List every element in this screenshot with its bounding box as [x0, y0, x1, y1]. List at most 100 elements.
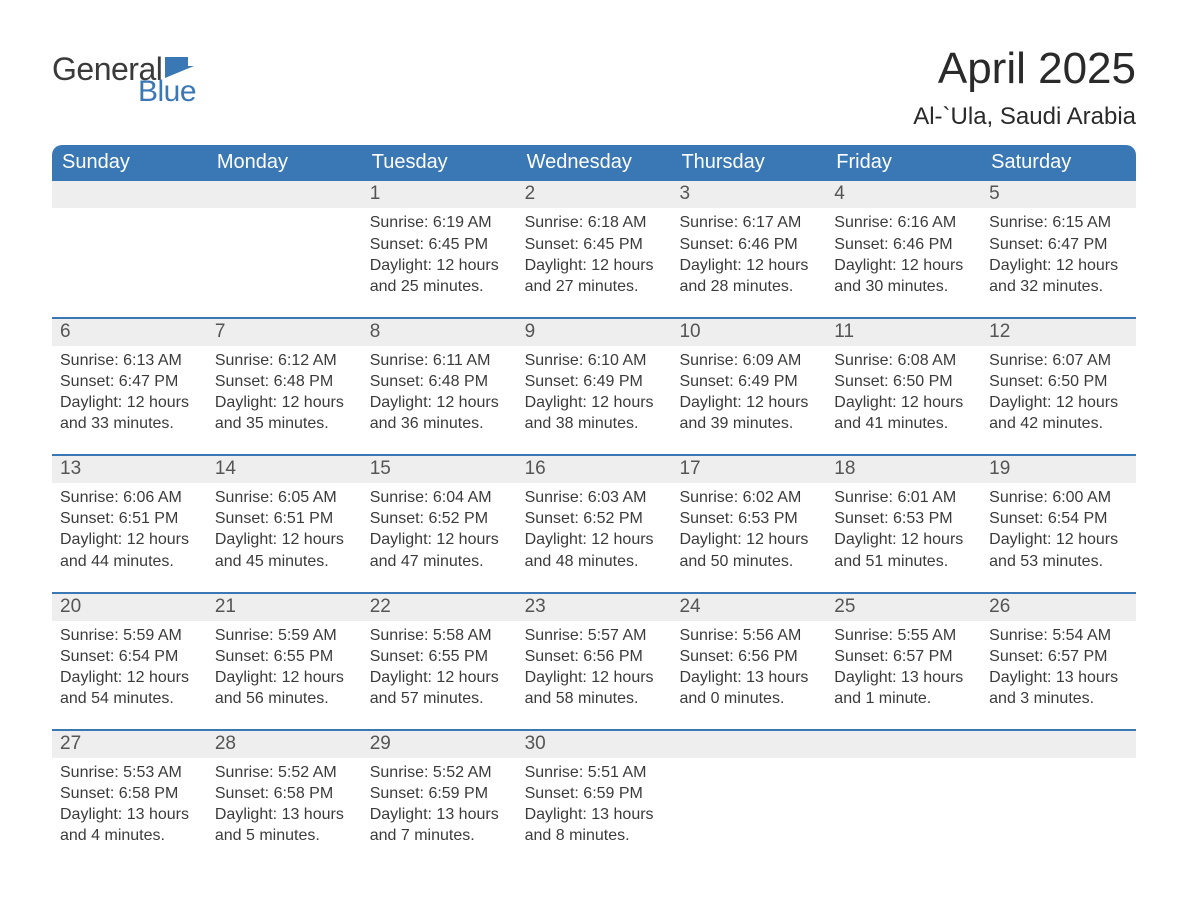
day-header: Thursday	[671, 145, 826, 181]
sunset-label: Sunset:	[215, 648, 269, 665]
sunset-value: 6:57 PM	[893, 648, 953, 665]
day-cell: 9Sunrise: 6:10 AMSunset: 6:49 PMDaylight…	[517, 319, 672, 454]
day-number: 12	[981, 319, 1136, 346]
day-cell: 19Sunrise: 6:00 AMSunset: 6:54 PMDayligh…	[981, 456, 1136, 591]
day-number	[981, 731, 1136, 758]
daylight-line: Daylight: 13 hours and 5 minutes.	[215, 804, 354, 846]
daylight-line: Daylight: 12 hours and 28 minutes.	[679, 255, 818, 297]
sunrise-line: Sunrise: 6:08 AM	[834, 350, 973, 371]
sunrise-label: Sunrise:	[370, 489, 429, 506]
sunrise-value: 5:57 AM	[588, 627, 647, 644]
sunset-label: Sunset:	[989, 373, 1043, 390]
day-number	[671, 731, 826, 758]
sunset-line: Sunset: 6:50 PM	[989, 371, 1128, 392]
sunrise-label: Sunrise:	[60, 627, 119, 644]
daylight-label: Daylight:	[370, 394, 432, 411]
sunrise-label: Sunrise:	[989, 627, 1048, 644]
day-body: Sunrise: 5:52 AMSunset: 6:58 PMDaylight:…	[207, 758, 362, 848]
day-body: Sunrise: 6:18 AMSunset: 6:45 PMDaylight:…	[517, 208, 672, 298]
sunset-label: Sunset:	[370, 785, 424, 802]
day-cell: 14Sunrise: 6:05 AMSunset: 6:51 PMDayligh…	[207, 456, 362, 591]
day-cell: 27Sunrise: 5:53 AMSunset: 6:58 PMDayligh…	[52, 731, 207, 866]
sunset-value: 6:52 PM	[583, 510, 643, 527]
sunrise-value: 6:11 AM	[433, 352, 491, 369]
sunrise-value: 6:01 AM	[897, 489, 956, 506]
day-body: Sunrise: 6:13 AMSunset: 6:47 PMDaylight:…	[52, 346, 207, 436]
sunset-value: 6:49 PM	[583, 373, 643, 390]
sunrise-value: 5:53 AM	[123, 764, 182, 781]
daylight-line: Daylight: 12 hours and 39 minutes.	[679, 392, 818, 434]
sunrise-line: Sunrise: 6:03 AM	[525, 487, 664, 508]
day-body: Sunrise: 6:15 AMSunset: 6:47 PMDaylight:…	[981, 208, 1136, 298]
daylight-line: Daylight: 12 hours and 47 minutes.	[370, 529, 509, 571]
day-body: Sunrise: 6:07 AMSunset: 6:50 PMDaylight:…	[981, 346, 1136, 436]
sunrise-value: 5:59 AM	[123, 627, 182, 644]
sunrise-label: Sunrise:	[525, 214, 584, 231]
sunset-value: 6:55 PM	[428, 648, 488, 665]
sunset-line: Sunset: 6:47 PM	[989, 234, 1128, 255]
sunset-label: Sunset:	[834, 373, 888, 390]
logo: General Blue	[52, 53, 196, 109]
title-block: April 2025 Al-`Ula, Saudi Arabia	[913, 45, 1136, 131]
day-cell: 20Sunrise: 5:59 AMSunset: 6:54 PMDayligh…	[52, 594, 207, 729]
day-number: 3	[671, 181, 826, 208]
sunset-label: Sunset:	[989, 510, 1043, 527]
day-number: 6	[52, 319, 207, 346]
daylight-label: Daylight:	[989, 257, 1051, 274]
daylight-line: Daylight: 12 hours and 58 minutes.	[525, 667, 664, 709]
daylight-line: Daylight: 13 hours and 3 minutes.	[989, 667, 1128, 709]
sunset-label: Sunset:	[60, 510, 114, 527]
daylight-label: Daylight:	[370, 257, 432, 274]
sunset-value: 6:46 PM	[738, 236, 798, 253]
day-number: 23	[517, 594, 672, 621]
day-header-row: SundayMondayTuesdayWednesdayThursdayFrid…	[52, 145, 1136, 181]
day-body: Sunrise: 5:53 AMSunset: 6:58 PMDaylight:…	[52, 758, 207, 848]
sunrise-value: 6:00 AM	[1052, 489, 1111, 506]
sunrise-line: Sunrise: 5:55 AM	[834, 625, 973, 646]
daylight-line: Daylight: 12 hours and 27 minutes.	[525, 255, 664, 297]
day-number: 5	[981, 181, 1136, 208]
sunset-value: 6:50 PM	[1048, 373, 1108, 390]
sunrise-line: Sunrise: 5:53 AM	[60, 762, 199, 783]
daylight-label: Daylight:	[679, 257, 741, 274]
sunrise-value: 5:52 AM	[433, 764, 492, 781]
sunrise-value: 6:02 AM	[743, 489, 802, 506]
sunset-label: Sunset:	[60, 648, 114, 665]
week-row: 6Sunrise: 6:13 AMSunset: 6:47 PMDaylight…	[52, 317, 1136, 454]
sunset-line: Sunset: 6:49 PM	[679, 371, 818, 392]
day-number: 21	[207, 594, 362, 621]
day-body: Sunrise: 6:01 AMSunset: 6:53 PMDaylight:…	[826, 483, 981, 573]
sunrise-line: Sunrise: 6:09 AM	[679, 350, 818, 371]
sunrise-line: Sunrise: 5:58 AM	[370, 625, 509, 646]
sunset-value: 6:45 PM	[428, 236, 488, 253]
sunset-label: Sunset:	[679, 648, 733, 665]
sunrise-value: 6:03 AM	[588, 489, 647, 506]
day-number: 1	[362, 181, 517, 208]
day-number: 17	[671, 456, 826, 483]
sunrise-value: 5:54 AM	[1052, 627, 1111, 644]
day-cell: 11Sunrise: 6:08 AMSunset: 6:50 PMDayligh…	[826, 319, 981, 454]
day-number: 24	[671, 594, 826, 621]
day-body: Sunrise: 5:57 AMSunset: 6:56 PMDaylight:…	[517, 621, 672, 711]
day-number: 27	[52, 731, 207, 758]
daylight-line: Daylight: 13 hours and 0 minutes.	[679, 667, 818, 709]
daylight-line: Daylight: 12 hours and 35 minutes.	[215, 392, 354, 434]
day-number: 20	[52, 594, 207, 621]
sunset-value: 6:56 PM	[583, 648, 643, 665]
day-cell	[207, 181, 362, 316]
sunset-label: Sunset:	[370, 236, 424, 253]
sunset-value: 6:49 PM	[738, 373, 798, 390]
sunset-label: Sunset:	[525, 510, 579, 527]
sunset-value: 6:51 PM	[274, 510, 334, 527]
sunrise-label: Sunrise:	[370, 627, 429, 644]
day-header: Wednesday	[517, 145, 672, 181]
sunset-line: Sunset: 6:53 PM	[834, 508, 973, 529]
day-body: Sunrise: 6:17 AMSunset: 6:46 PMDaylight:…	[671, 208, 826, 298]
day-header: Tuesday	[362, 145, 517, 181]
sunset-line: Sunset: 6:59 PM	[525, 783, 664, 804]
day-cell	[981, 731, 1136, 866]
sunset-value: 6:56 PM	[738, 648, 798, 665]
sunrise-value: 6:07 AM	[1052, 352, 1111, 369]
day-number: 13	[52, 456, 207, 483]
sunset-label: Sunset:	[679, 236, 733, 253]
